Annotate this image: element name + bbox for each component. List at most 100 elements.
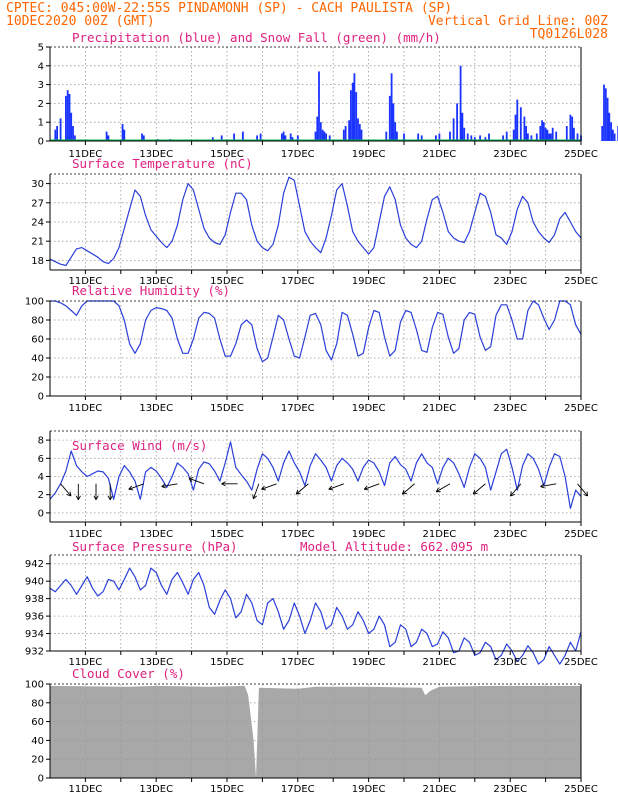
y-tick-label: 40 bbox=[31, 354, 44, 365]
x-tick-label: 23DEC bbox=[493, 529, 527, 540]
y-tick-label: 5 bbox=[38, 43, 44, 54]
wind-arrow-head bbox=[435, 487, 439, 493]
precip-bar bbox=[282, 131, 285, 141]
precip-bar bbox=[284, 135, 287, 141]
wind-arrow bbox=[188, 477, 205, 485]
precip-bar bbox=[358, 124, 361, 141]
precip-bar bbox=[610, 122, 612, 141]
wind-arrow-head bbox=[93, 495, 97, 501]
precip-bar bbox=[291, 137, 294, 141]
x-tick-label: 15DEC bbox=[210, 149, 244, 160]
precip-bar bbox=[342, 129, 345, 141]
precip-bar bbox=[576, 133, 579, 141]
temperature-line bbox=[49, 176, 582, 267]
precip-bar bbox=[66, 90, 69, 141]
humidity-panel: Relative Humidity (%) 0 20 40 60 80 100 11DEC 13… bbox=[25, 283, 598, 414]
precip-bar bbox=[72, 126, 74, 141]
y-tick-label: 24 bbox=[31, 218, 44, 229]
y-tick-label: 936 bbox=[25, 612, 44, 623]
precip-bar bbox=[604, 88, 607, 141]
wind-arrow-head bbox=[188, 477, 194, 479]
wind-arrow bbox=[128, 483, 144, 491]
wind-arrow-head bbox=[363, 485, 368, 490]
y-tick-label: 6 bbox=[38, 454, 44, 465]
wind-arrow bbox=[510, 483, 522, 497]
wind-arrow-shaft bbox=[472, 483, 486, 495]
y-tick-label: 0 bbox=[38, 508, 44, 519]
precip-bar bbox=[351, 82, 354, 141]
precip-bar bbox=[541, 120, 543, 141]
x-tick-label: 19DEC bbox=[352, 784, 386, 795]
precip-bar bbox=[328, 135, 331, 141]
precip-bar bbox=[459, 65, 462, 141]
precip-bar bbox=[142, 135, 145, 141]
precip-bar bbox=[461, 112, 464, 141]
temperature-title: Surface Temperature (nC) bbox=[72, 156, 253, 171]
wind-arrow-head bbox=[510, 491, 512, 497]
x-tick-label: 21DEC bbox=[423, 784, 457, 795]
wind-arrow-head bbox=[109, 495, 113, 501]
y-tick-label: 4 bbox=[38, 61, 44, 72]
x-tick-label: 17DEC bbox=[281, 657, 315, 668]
y-tick-label: 940 bbox=[25, 577, 44, 588]
x-tick-label: 17DEC bbox=[281, 529, 315, 540]
wind-arrow-head bbox=[401, 489, 405, 495]
x-tick-label: 13DEC bbox=[139, 784, 173, 795]
precipitation-panel: Precipitation (blue) and Snow Fall (gree… bbox=[38, 30, 618, 160]
precip-bar bbox=[544, 127, 547, 141]
wind-arrow-shaft bbox=[161, 483, 178, 488]
x-tick-label: 19DEC bbox=[352, 149, 386, 160]
precipitation-title: Precipitation (blue) and Snow Fall (gree… bbox=[72, 30, 441, 45]
wind-arrow-head bbox=[510, 493, 515, 497]
precip-bar bbox=[65, 95, 67, 141]
wind-arrow-head bbox=[295, 489, 299, 495]
header-date: 10DEC2020 00Z (GMT) bbox=[6, 14, 155, 29]
precip-bar bbox=[59, 118, 62, 141]
wind-arrow-head bbox=[188, 478, 193, 482]
wind-arrow bbox=[401, 483, 415, 495]
x-tick-label: 23DEC bbox=[493, 276, 527, 287]
pressure-annotation: Model Altitude: 662.095 m bbox=[300, 539, 488, 554]
precip-bar bbox=[502, 135, 504, 141]
wind-arrow-head bbox=[107, 495, 111, 501]
wind-arrow-head bbox=[261, 488, 267, 491]
wind-arrow-head bbox=[253, 495, 258, 500]
wind-arrow-head bbox=[540, 483, 545, 487]
precip-bar bbox=[530, 135, 533, 141]
precip-bar bbox=[259, 133, 262, 141]
x-tick-label: 15DEC bbox=[210, 657, 244, 668]
wind-arrow-head bbox=[221, 483, 226, 487]
wind-arrow-shaft bbox=[60, 483, 72, 497]
precip-bars bbox=[54, 65, 618, 141]
y-tick-label: 0 bbox=[38, 774, 44, 785]
precip-bar bbox=[296, 135, 299, 141]
y-tick-label: 40 bbox=[31, 736, 44, 747]
x-tick-label: 23DEC bbox=[493, 149, 527, 160]
x-tick-label: 19DEC bbox=[352, 657, 386, 668]
wind-arrow-head bbox=[583, 493, 588, 497]
wind-arrow bbox=[295, 483, 309, 495]
y-tick-label: 100 bbox=[25, 680, 44, 691]
x-tick-label: 11DEC bbox=[69, 403, 103, 414]
precip-bar bbox=[420, 135, 423, 141]
precip-bar bbox=[542, 122, 545, 141]
precip-bar bbox=[123, 129, 126, 141]
y-tick-label: 21 bbox=[31, 237, 44, 248]
precip-bar bbox=[220, 135, 223, 141]
precip-bar bbox=[603, 84, 605, 141]
wind-arrow bbox=[363, 483, 380, 491]
precip-bar bbox=[551, 127, 554, 141]
precip-bar bbox=[452, 118, 455, 141]
precip-bar bbox=[357, 118, 359, 141]
x-tick-label: 21DEC bbox=[423, 529, 457, 540]
precip-bar bbox=[321, 129, 324, 141]
x-tick-label: 13DEC bbox=[139, 403, 173, 414]
precip-bar bbox=[449, 131, 451, 141]
wind-arrow-head bbox=[128, 485, 133, 490]
precip-bar bbox=[318, 71, 320, 141]
wind-arrow-shaft bbox=[128, 483, 144, 490]
precip-bar bbox=[281, 133, 283, 141]
precip-bar bbox=[466, 133, 469, 141]
precip-bar bbox=[505, 131, 508, 141]
x-tick-label: 11DEC bbox=[69, 657, 103, 668]
